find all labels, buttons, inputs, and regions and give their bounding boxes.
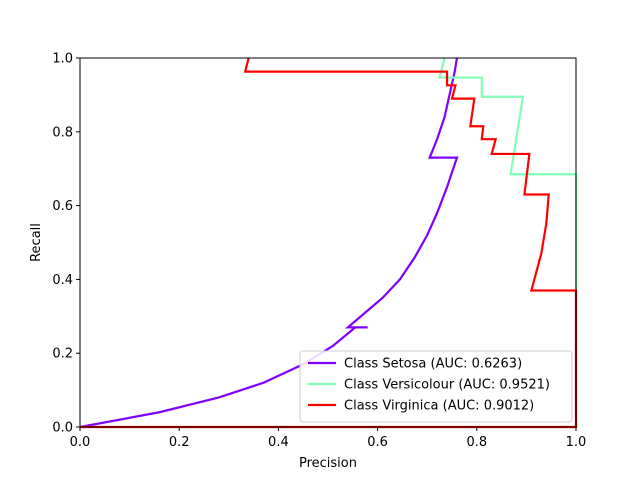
y-tick-label: 0.2 xyxy=(52,347,73,362)
legend-label-3: Class Virginica (AUC: 0.9012) xyxy=(344,399,534,414)
y-tick-label: 0.4 xyxy=(52,273,73,288)
y-tick-label: 0.0 xyxy=(52,421,73,436)
x-tick-label: 0.0 xyxy=(70,435,91,450)
y-tick-label: 0.8 xyxy=(52,125,73,140)
legend-label-2: Class Versicolour (AUC: 0.9521) xyxy=(344,378,550,393)
legend: Class Setosa (AUC: 0.6263) Class Versicol… xyxy=(299,350,573,423)
x-tick-label: 0.4 xyxy=(268,435,289,450)
y-tick-label: 0.6 xyxy=(52,199,73,214)
x-tick-label: 0.8 xyxy=(466,435,487,450)
x-axis-label: Precision xyxy=(299,456,357,471)
legend-label-1: Class Setosa (AUC: 0.6263) xyxy=(344,357,522,372)
y-tick-label: 1.0 xyxy=(52,52,73,67)
legend-frame xyxy=(299,350,573,423)
x-tick-label: 0.6 xyxy=(367,435,388,450)
x-tick-label: 1.0 xyxy=(566,435,587,450)
ticks-layer: 0.0 0.2 0.4 0.6 0.8 1.0 0.0 0.2 0.4 0.6 0.8 1.0 xyxy=(52,52,586,451)
y-axis-label: Recall xyxy=(29,223,44,262)
plot-frame xyxy=(79,57,577,428)
series-line-1 xyxy=(79,57,459,429)
series-line-3 xyxy=(80,57,578,429)
x-tick-label: 0.2 xyxy=(169,435,190,450)
